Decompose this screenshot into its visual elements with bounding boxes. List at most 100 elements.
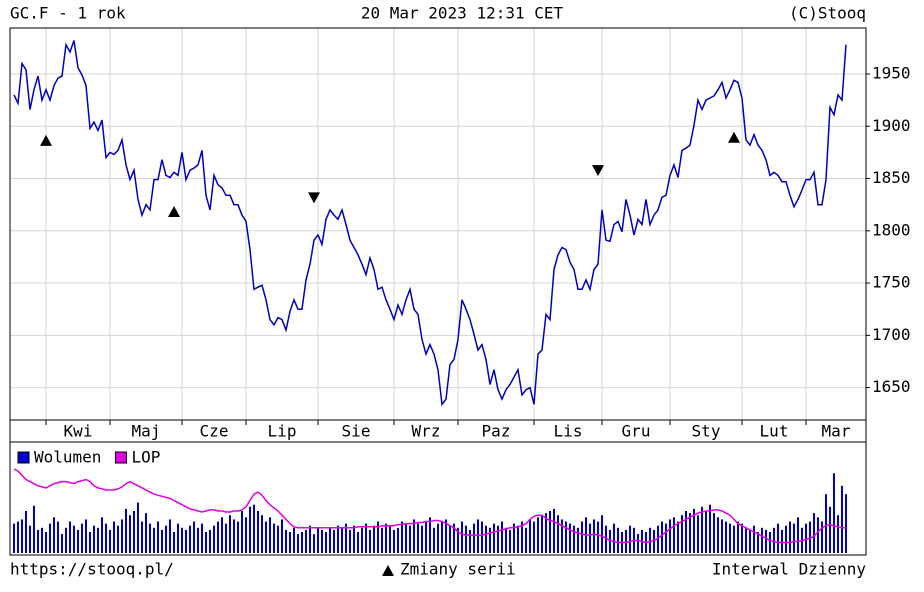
volume-bar bbox=[501, 521, 503, 553]
volume-bar bbox=[241, 511, 243, 553]
volume-bar bbox=[525, 527, 527, 553]
volume-bar bbox=[841, 485, 843, 553]
volume-bar bbox=[57, 521, 59, 553]
x-tick-label: Sie bbox=[342, 422, 371, 441]
volume-bar bbox=[681, 515, 683, 553]
volume-bar bbox=[781, 529, 783, 553]
volume-bar bbox=[513, 523, 515, 553]
volume-bar bbox=[93, 525, 95, 553]
volume-bar bbox=[153, 527, 155, 553]
x-tick-label: Sty bbox=[692, 422, 721, 441]
volume-bar bbox=[381, 527, 383, 553]
volume-bar bbox=[445, 519, 447, 553]
volume-bar bbox=[565, 521, 567, 553]
volume-bar bbox=[717, 517, 719, 553]
volume-bar bbox=[457, 527, 459, 553]
volume-bar bbox=[37, 529, 39, 553]
volume-bar bbox=[677, 521, 679, 553]
volume-bar bbox=[309, 525, 311, 553]
volume-bar bbox=[657, 525, 659, 553]
y-tick-label: 1800 bbox=[872, 220, 911, 239]
price-line bbox=[13, 40, 847, 407]
volume-bar bbox=[325, 532, 327, 553]
volume-bar bbox=[221, 517, 223, 553]
x-tick-label: Gru bbox=[622, 422, 651, 441]
volume-bar bbox=[581, 521, 583, 553]
volume-bar bbox=[341, 527, 343, 553]
volume-bar bbox=[321, 529, 323, 553]
volume-bar bbox=[629, 525, 631, 553]
volume-bar bbox=[593, 519, 595, 553]
volume-bar bbox=[721, 519, 723, 553]
series-change-marker bbox=[168, 205, 180, 217]
volume-bar bbox=[561, 519, 563, 553]
volume-bar bbox=[837, 515, 839, 553]
volume-bar bbox=[725, 521, 727, 553]
series-change-marker bbox=[40, 134, 52, 146]
volume-bar bbox=[121, 519, 123, 553]
volume-bar bbox=[589, 523, 591, 553]
volume-bar bbox=[369, 529, 371, 553]
volume-bar bbox=[349, 529, 351, 553]
volume-bar bbox=[829, 506, 831, 553]
volume-bar bbox=[289, 532, 291, 553]
y-tick-label: 1650 bbox=[872, 377, 911, 396]
legend-swatch bbox=[17, 451, 30, 464]
volume-bar bbox=[485, 525, 487, 553]
volume-bar bbox=[749, 529, 751, 553]
volume-bar bbox=[329, 527, 331, 553]
series-change-marker bbox=[728, 131, 740, 143]
volume-bar bbox=[609, 529, 611, 553]
volume-bar bbox=[265, 521, 267, 553]
volume-bar bbox=[61, 534, 63, 553]
volume-bar bbox=[497, 525, 499, 553]
volume-bar bbox=[305, 529, 307, 553]
volume-bar bbox=[465, 525, 467, 553]
volume-bar bbox=[357, 532, 359, 553]
volume-bar bbox=[821, 521, 823, 553]
volume-bar bbox=[773, 527, 775, 553]
volume-bar bbox=[89, 532, 91, 553]
volume-bar bbox=[149, 523, 151, 553]
volume-bar bbox=[473, 523, 475, 553]
volume-bar bbox=[477, 519, 479, 553]
volume-bar bbox=[461, 521, 463, 553]
plot-frame bbox=[9, 27, 867, 556]
volume-bar bbox=[437, 523, 439, 553]
legend-icon bbox=[382, 565, 394, 576]
volume-bar bbox=[809, 521, 811, 553]
volume-bar bbox=[469, 529, 471, 553]
volume-bar bbox=[553, 508, 555, 553]
volume-bar bbox=[317, 527, 319, 553]
volume-bar bbox=[233, 519, 235, 553]
volume-bar bbox=[33, 505, 35, 553]
volume-bar bbox=[757, 532, 759, 553]
volume-bar bbox=[117, 525, 119, 553]
x-tick-label: Wrz bbox=[412, 422, 441, 441]
volume-bar bbox=[541, 515, 543, 553]
volume-bar bbox=[517, 525, 519, 553]
y-tick-label: 1950 bbox=[872, 63, 911, 82]
volume-bar bbox=[693, 508, 695, 553]
volume-bar bbox=[509, 529, 511, 553]
volume-bar bbox=[293, 527, 295, 553]
volume-bar bbox=[709, 504, 711, 553]
x-tick-label: Paz bbox=[482, 422, 511, 441]
y-tick-label: 1850 bbox=[872, 168, 911, 187]
volume-bar bbox=[765, 529, 767, 553]
volume-bar bbox=[665, 523, 667, 553]
volume-bar bbox=[173, 532, 175, 553]
volume-bar bbox=[353, 525, 355, 553]
volume-bar bbox=[133, 511, 135, 553]
legend-label: Wolumen bbox=[34, 448, 101, 467]
volume-bar bbox=[129, 515, 131, 553]
volume-bar bbox=[729, 523, 731, 553]
volume-bar bbox=[161, 529, 163, 553]
volume-bar bbox=[301, 532, 303, 553]
volume-bar bbox=[769, 532, 771, 553]
volume-bar bbox=[405, 523, 407, 553]
volume-bar bbox=[625, 529, 627, 553]
volume-bar bbox=[573, 525, 575, 553]
volume-bar bbox=[277, 525, 279, 553]
volume-bar bbox=[617, 527, 619, 553]
